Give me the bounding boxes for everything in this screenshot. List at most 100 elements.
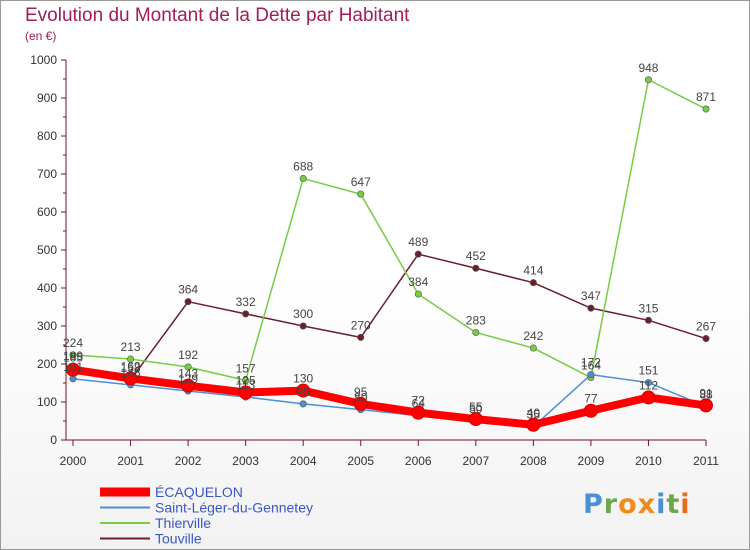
data-point [184, 298, 192, 306]
data-label: 40 [527, 406, 541, 420]
data-point [353, 396, 368, 411]
data-label: 162 [121, 359, 141, 373]
data-label: 95 [297, 385, 311, 399]
data-label: 452 [466, 249, 486, 263]
y-tick-label: 600 [37, 205, 57, 219]
x-tick-label: 2008 [520, 454, 547, 468]
x-tick-label: 2002 [175, 454, 202, 468]
data-label: 242 [523, 329, 543, 343]
data-label: 112 [639, 378, 658, 392]
data-point [529, 279, 537, 287]
x-tick-label: 2001 [117, 454, 144, 468]
y-tick-label: 100 [37, 395, 57, 409]
y-tick-label: 300 [37, 319, 57, 333]
data-label: 688 [293, 160, 313, 174]
logo-letter: i [680, 489, 691, 520]
data-label: 300 [293, 307, 313, 321]
data-point [296, 383, 311, 398]
chart-subtitle: (en €) [25, 29, 57, 43]
legend: ÉCAQUELONSaint-Léger-du-GenneteyThiervil… [100, 484, 313, 547]
series-line-2 [72, 79, 707, 382]
y-tick-label: 400 [37, 281, 57, 295]
data-label: 88 [699, 388, 713, 402]
data-point [123, 371, 138, 386]
data-point [587, 371, 595, 379]
data-label: 72 [412, 394, 426, 408]
data-label: 125 [236, 374, 256, 388]
data-label: 267 [696, 320, 716, 334]
data-point [644, 379, 652, 387]
data-label: 35 [527, 408, 541, 422]
data-label: 414 [523, 264, 543, 278]
logo-letter: x [637, 489, 657, 520]
proxiti-logo: Proxiti [583, 489, 691, 520]
data-label: 55 [469, 400, 483, 414]
data-point [238, 385, 253, 400]
data-label: 332 [236, 295, 256, 309]
data-label: 80 [354, 391, 368, 405]
data-point [414, 290, 422, 298]
data-label: 283 [466, 313, 486, 327]
y-tick-label: 0 [50, 433, 57, 447]
data-label: 50 [469, 402, 483, 416]
data-label: 151 [638, 364, 658, 378]
data-point [472, 264, 480, 272]
data-label: 270 [351, 318, 371, 332]
data-label: 64 [412, 397, 426, 411]
x-tick-label: 2011 [693, 454, 719, 468]
logo-letter: i [656, 489, 667, 520]
data-label: 347 [581, 289, 601, 303]
legend-label: ÉCAQUELON [155, 484, 243, 500]
data-label: 213 [121, 340, 141, 354]
data-point [69, 351, 77, 359]
data-label: 158 [121, 361, 141, 375]
data-label: 129 [178, 372, 198, 386]
data-label: 647 [351, 175, 371, 189]
series-points [66, 76, 713, 432]
data-point [411, 405, 426, 420]
series-line-0 [69, 365, 710, 429]
y-tick-label: 900 [37, 91, 57, 105]
data-point [644, 316, 652, 324]
data-label: 224 [63, 336, 83, 350]
data-label: 91 [699, 386, 713, 400]
data-point [181, 378, 196, 393]
data-label: 130 [293, 372, 313, 386]
x-tick-label: 2003 [232, 454, 259, 468]
data-point [702, 335, 710, 343]
data-label: 489 [408, 235, 428, 249]
data-point [702, 105, 710, 113]
x-tick-label: 2004 [290, 454, 317, 468]
data-label: 95 [354, 385, 368, 399]
data-point [127, 355, 135, 363]
chart-title: Evolution du Montant de la Dette par Hab… [25, 5, 410, 26]
data-point [468, 412, 483, 427]
y-tick-label: 800 [37, 129, 57, 143]
data-point [299, 400, 307, 408]
data-label: 364 [178, 283, 198, 297]
data-point [526, 417, 541, 432]
x-tick-label: 2010 [635, 454, 662, 468]
legend-label: Touville [155, 531, 202, 547]
y-tick-label: 200 [37, 357, 57, 371]
data-point [357, 333, 365, 341]
data-label: 871 [696, 90, 716, 104]
x-tick-label: 2006 [405, 454, 432, 468]
data-point [184, 363, 192, 371]
x-tick-label: 2000 [60, 454, 87, 468]
data-point [699, 398, 713, 413]
data-label: 948 [638, 61, 658, 75]
data-label: 384 [408, 275, 428, 289]
data-point [644, 76, 652, 84]
logo-letter: r [603, 489, 619, 520]
data-point [529, 344, 537, 352]
data-label: 164 [581, 359, 601, 373]
axes: 0 100 200 300 400 500 600 700 800 900 1000 2000 2001… [30, 53, 719, 468]
logo-letter: o [618, 489, 638, 520]
data-point [472, 328, 480, 336]
x-tick-label: 2009 [578, 454, 605, 468]
series-line-1 [72, 373, 707, 428]
